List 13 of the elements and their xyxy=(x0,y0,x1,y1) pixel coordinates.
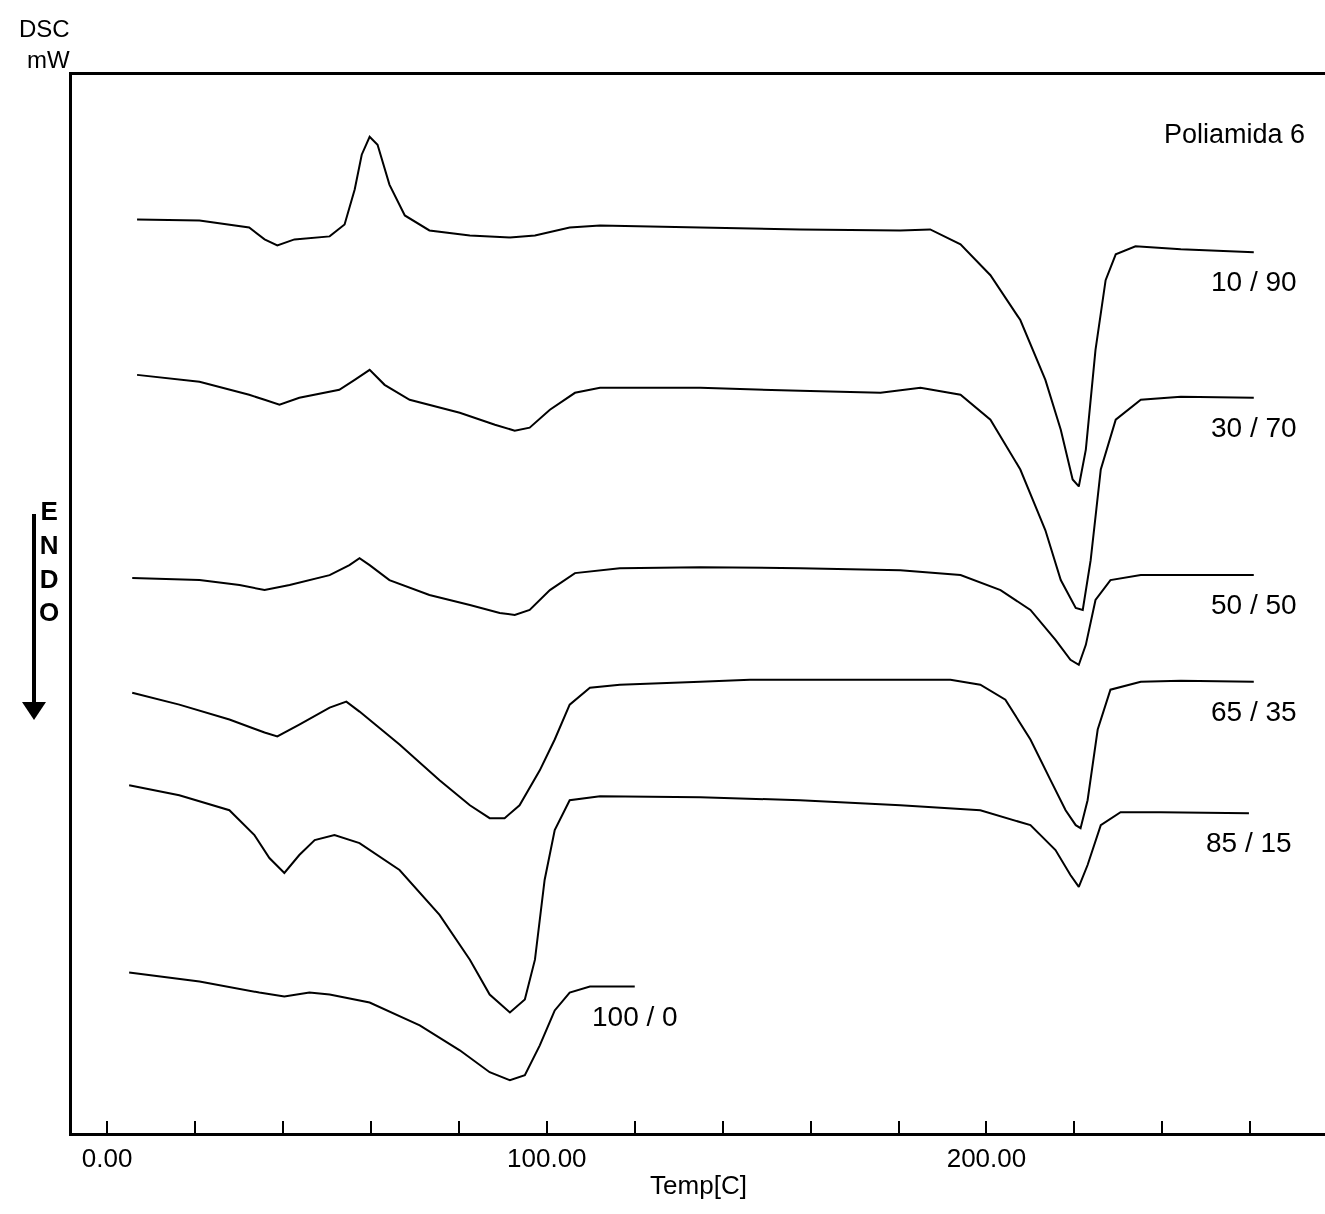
series-label: 10 / 90 xyxy=(1211,266,1297,297)
series-label: 100 / 0 xyxy=(592,1001,678,1032)
text: ENDO xyxy=(39,496,60,628)
x-tick-label: 200.00 xyxy=(946,1143,1027,1174)
chart-title: Poliamida 6 xyxy=(1164,118,1306,149)
x-tick-label: 0.00 xyxy=(81,1143,133,1174)
series-label: 85 / 15 xyxy=(1206,827,1292,858)
x-tick-label: 100.00 xyxy=(507,1143,587,1174)
series-label: 65 / 35 xyxy=(1211,696,1297,727)
x-axis-title: Temp[C] xyxy=(650,1169,747,1200)
series-label: 30 / 70 xyxy=(1211,412,1297,443)
y-axis-title: DSC mW xyxy=(19,15,71,74)
series-label: 50 / 50 xyxy=(1211,589,1297,620)
